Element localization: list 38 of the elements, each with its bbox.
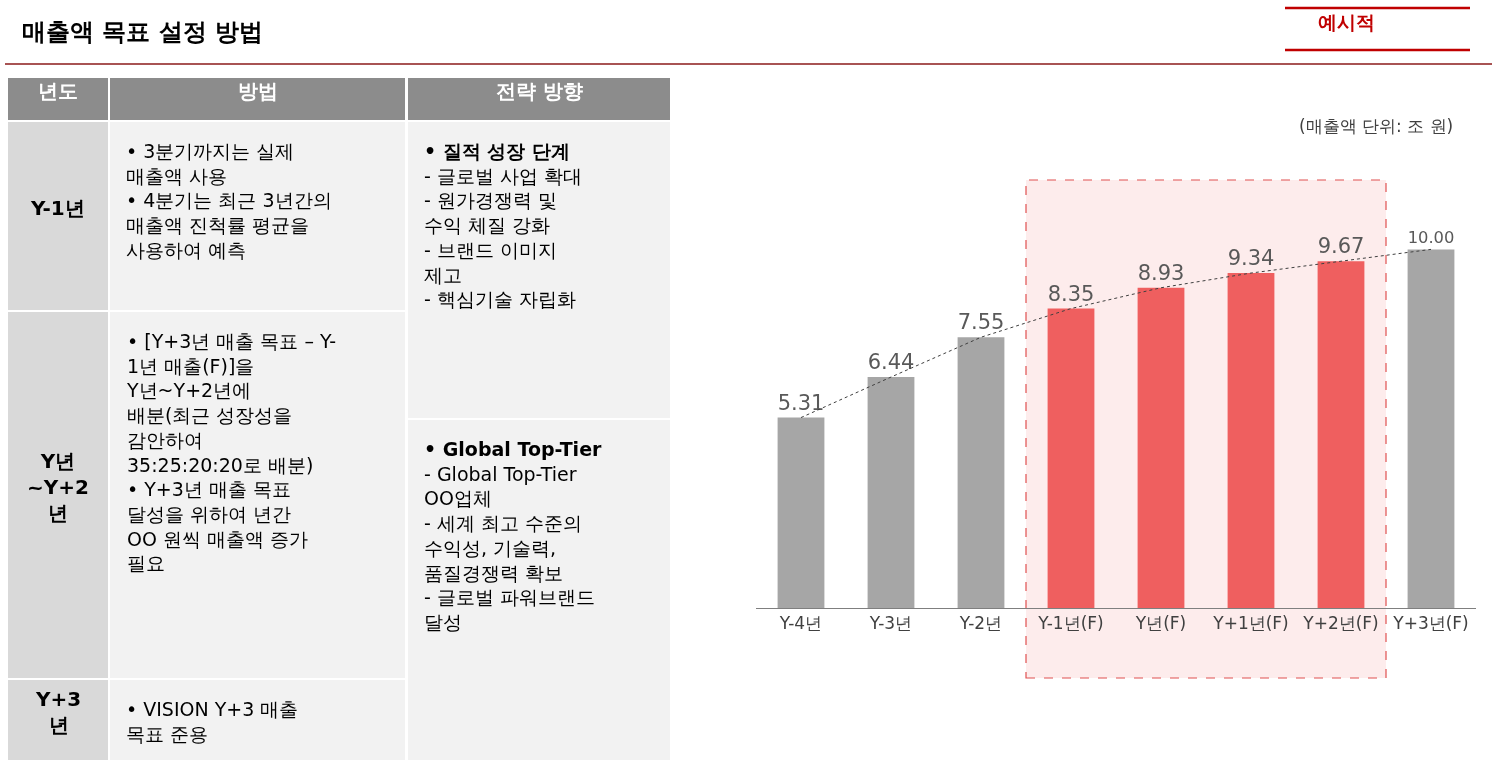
- text: • 질적 성장 단계 - 글로벌 사업 확대 - 원가경쟁력 및 수익 체질 강화 - 브랜드 이미지 제고 - 핵심기술 자립화: [424, 140, 582, 311]
- text: • 3분기까지는 실제 매출액 사용 • 4분기는 최근 3년간의 매출액 진척률 평균을 사용하여 예측: [126, 140, 332, 261]
- text: 전략 방향: [496, 79, 583, 103]
- x-tick-label: Y+1년(F): [1212, 613, 1289, 634]
- text: (매출액 단위: 조 원): [1299, 116, 1454, 136]
- data-label: 7.55: [957, 309, 1005, 335]
- bar: [1317, 261, 1365, 608]
- x-tick-label: Y+2년(F): [1302, 613, 1379, 634]
- text: • [Y+3년 매출 목표 – Y- 1년 매출(F)]을 Y년~Y+2년에 배분(최근 성장성을 감안하여 35:25:20:20로 배분) • Y+3년 매출 목표 달성을 위하여 년간 OO 원씩 매출액 증가 필요: [127, 330, 337, 575]
- data-label: 9.34: [1227, 245, 1275, 271]
- x-tick-label: Y-3년: [868, 613, 913, 634]
- bar: [867, 377, 915, 608]
- data-label: 10.00: [1407, 227, 1455, 247]
- text: 매출액 목표 설정 방법: [22, 18, 264, 46]
- x-tick-label: Y-1년(F): [1037, 613, 1104, 634]
- bar: [1047, 308, 1095, 608]
- data-label: 8.35: [1047, 280, 1095, 306]
- x-tick-label: Y-4년: [778, 613, 823, 634]
- x-tick-label: Y+3년(F): [1392, 613, 1469, 634]
- text: • VISION Y+3 매출 목표 준용: [126, 698, 299, 745]
- text: 년도: [38, 79, 78, 103]
- text: • Global Top-Tier - Global Top-Tier OO업체 - 세계 최고 수준의 수익성, 기술력, 품질경쟁력 확보 - 글로벌 파워브랜드 달성: [424, 438, 603, 633]
- bar: [1227, 273, 1275, 608]
- text: 예시적: [1318, 11, 1375, 33]
- x-tick-label: Y년(F): [1134, 613, 1187, 634]
- bar: [1407, 249, 1455, 608]
- text: Y+3 년: [35, 687, 82, 737]
- bar: [777, 417, 825, 608]
- data-label: 8.93: [1137, 259, 1185, 285]
- bar: [1137, 287, 1185, 608]
- data-label: 6.44: [867, 349, 915, 375]
- text: Y년 ~Y+2 년: [27, 449, 89, 525]
- data-label: 9.67: [1317, 233, 1365, 259]
- data-label: 5.31: [777, 389, 825, 415]
- x-tick-label: Y-2년: [958, 613, 1003, 634]
- text: 방법: [238, 79, 278, 103]
- bar: [957, 337, 1005, 608]
- text: Y-1년: [30, 196, 85, 220]
